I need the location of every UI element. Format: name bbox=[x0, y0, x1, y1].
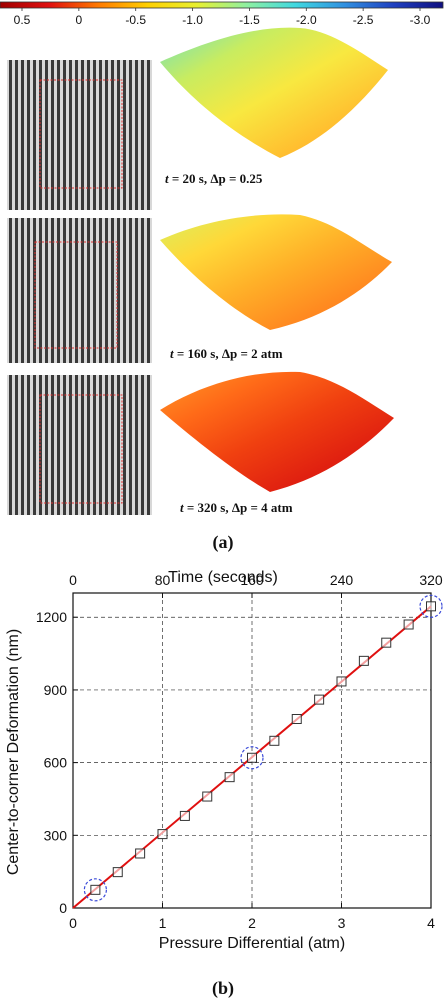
fringe-roi-box-3 bbox=[39, 394, 123, 504]
data-point bbox=[112, 867, 123, 878]
data-point bbox=[426, 601, 436, 612]
panel-a-row-2: t = 160 s, Δp = 2 atm bbox=[7, 214, 392, 363]
top-axis-ticks: 0 80 160 240 320 bbox=[69, 572, 443, 598]
surface-plot-1 bbox=[160, 27, 388, 158]
panel-b: Time (seconds) 0 1 2 3 4 0 300 600 900 1200 0 80 1… bbox=[5, 569, 443, 999]
data-point bbox=[90, 884, 101, 895]
y-tick-label: 1200 bbox=[36, 609, 67, 625]
fringe-roi-box-2 bbox=[34, 241, 118, 349]
data-point bbox=[358, 655, 369, 666]
data-point bbox=[381, 637, 392, 648]
caption-2: t = 160 s, Δp = 2 atm bbox=[170, 346, 283, 361]
caption-1: t = 20 s, Δp = 0.25 bbox=[165, 171, 263, 186]
top-tick-label: 80 bbox=[155, 572, 171, 588]
top-tick-label: 320 bbox=[419, 572, 443, 588]
colorbar-tick-label: -0.5 bbox=[125, 13, 146, 27]
data-point bbox=[336, 676, 347, 687]
y-tick-label: 0 bbox=[59, 900, 67, 916]
fringe-image-1 bbox=[7, 60, 152, 210]
colorbar-tick-label: 0.5 bbox=[14, 13, 31, 27]
colorbar-ticks: 0.5 0 -0.5 -1.0 -1.5 -2.0 -2.5 -3.0 bbox=[14, 8, 431, 27]
top-tick-label: 160 bbox=[240, 572, 264, 588]
data-point bbox=[157, 829, 168, 840]
data-point bbox=[247, 752, 257, 763]
panel-a-row-1: t = 20 s, Δp = 0.25 bbox=[7, 27, 388, 210]
highlight-circle bbox=[83, 878, 107, 902]
fringe-image-3 bbox=[7, 375, 152, 515]
surface-plot-3 bbox=[160, 371, 394, 492]
top-tick-label: 240 bbox=[330, 572, 354, 588]
fringe-image-3-bg bbox=[7, 375, 152, 515]
x-tick-label: 0 bbox=[69, 915, 77, 931]
data-markers bbox=[90, 601, 436, 895]
x-axis-ticks: 0 1 2 3 4 bbox=[69, 903, 435, 931]
colorbar-tick-label: -3.0 bbox=[410, 13, 431, 27]
y-tick-label: 600 bbox=[44, 755, 68, 771]
fringe-roi-box-1 bbox=[39, 79, 123, 189]
data-point bbox=[135, 848, 146, 859]
colorbar: 0.5 0 -0.5 -1.0 -1.5 -2.0 -2.5 -3.0 bbox=[0, 1, 444, 27]
data-point bbox=[269, 735, 280, 746]
panel-b-label: (b) bbox=[212, 978, 234, 999]
y-tick-label: 300 bbox=[44, 827, 68, 843]
gridlines bbox=[73, 593, 431, 908]
data-point bbox=[224, 772, 235, 783]
x-tick-label: 3 bbox=[338, 915, 346, 931]
data-point bbox=[179, 810, 190, 821]
panel-a-row-3: t = 320 s, Δp = 4 atm bbox=[7, 371, 394, 515]
fringe-image-2 bbox=[7, 218, 152, 363]
data-point bbox=[314, 694, 325, 705]
y-axis-title: Center-to-corner Deformation (nm) bbox=[5, 629, 22, 875]
colorbar-tick-label: -1.5 bbox=[239, 13, 260, 27]
highlight-circle bbox=[419, 594, 443, 618]
fringe-image-1-bg bbox=[7, 60, 152, 210]
highlight-circle bbox=[240, 746, 264, 770]
y-axis-ticks: 0 300 600 900 1200 bbox=[36, 609, 78, 916]
colorbar-strip bbox=[0, 1, 444, 9]
colorbar-tick-label: -2.0 bbox=[296, 13, 317, 27]
fringe-image-2-bg bbox=[7, 218, 152, 363]
colorbar-tick-label: -2.5 bbox=[353, 13, 374, 27]
surface-plot-2 bbox=[160, 214, 392, 330]
colorbar-tick-label: -1.0 bbox=[182, 13, 203, 27]
caption-3: t = 320 s, Δp = 4 atm bbox=[180, 500, 293, 515]
data-point bbox=[291, 714, 302, 724]
top-tick-label: 0 bbox=[69, 572, 77, 588]
highlight-circles bbox=[83, 594, 443, 902]
data-point bbox=[403, 619, 414, 630]
colorbar-tick-label: 0 bbox=[76, 13, 83, 27]
x-tick-label: 2 bbox=[248, 915, 256, 931]
x-axis-title: Pressure Differential (atm) bbox=[159, 935, 345, 952]
data-point bbox=[202, 791, 213, 802]
top-axis-title: Time (seconds) bbox=[168, 569, 278, 586]
y-tick-label: 900 bbox=[44, 682, 68, 698]
x-tick-label: 4 bbox=[427, 915, 435, 931]
panel-a: t = 20 s, Δp = 0.25 t = 160 s, Δp = 2 at… bbox=[7, 27, 394, 553]
x-tick-label: 1 bbox=[159, 915, 167, 931]
panel-a-label: (a) bbox=[213, 532, 234, 553]
